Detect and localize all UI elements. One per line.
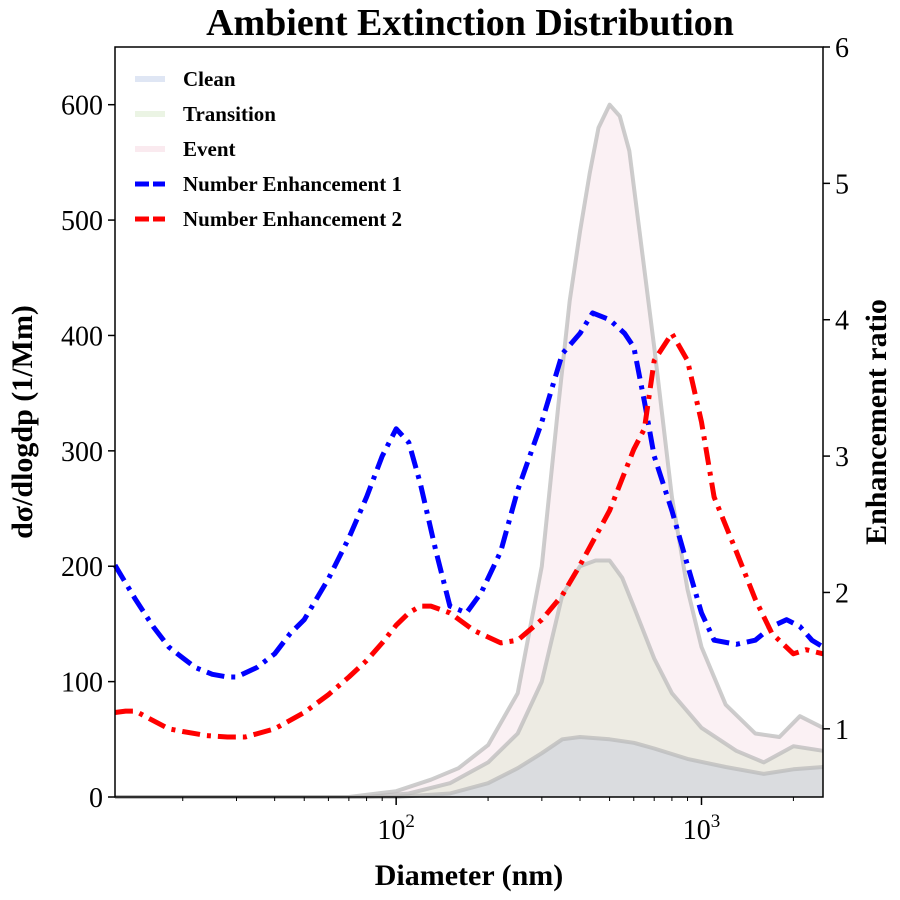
y2-tick-label: 4 [835, 306, 849, 337]
area-event [115, 104, 823, 797]
x-tick-label: 102 [377, 811, 415, 846]
legend-label-number-enhancement-2: Number Enhancement 2 [183, 207, 402, 231]
area-clean [115, 737, 823, 797]
ticks-layer: 0 100 200 300 400 500 600 1 2 3 4 5 6 102 103 [61, 33, 849, 846]
legend-label-clean: Clean [183, 67, 236, 91]
y-tick-label: 400 [61, 321, 103, 352]
line-number-enhancement-2 [114, 330, 824, 740]
x-axis-label: Diameter (nm) [375, 859, 564, 892]
area-transition [115, 560, 823, 797]
y2-tick-label: 5 [835, 169, 849, 200]
area-outline-transition [115, 558, 824, 799]
plot-frame [114, 46, 824, 798]
y-tick-label: 600 [61, 91, 103, 122]
area-outline-event [115, 102, 824, 799]
y-tick-label: 100 [61, 668, 103, 699]
line-number-enhancement-1 [112, 310, 825, 680]
y-axis-label: dσ/dlogdp (1/Mm) [6, 305, 39, 539]
area-outline-clean [115, 735, 824, 799]
legend-label-number-enhancement-1: Number Enhancement 1 [183, 172, 402, 196]
x-tick-label: 103 [683, 811, 721, 846]
y2-axis-label: Enhancement ratio [860, 299, 893, 545]
chart-title: Ambient Extinction Distribution [206, 2, 734, 44]
y-tick-label: 300 [61, 437, 103, 468]
y-tick-label: 500 [61, 206, 103, 237]
y2-tick-label: 3 [835, 442, 849, 473]
legend-label-event: Event [183, 137, 236, 161]
y2-tick-label: 2 [835, 578, 849, 609]
lines-layer [112, 310, 825, 740]
areas-layer [115, 102, 824, 799]
y2-tick-label: 6 [835, 33, 849, 64]
y-tick-label: 0 [89, 783, 103, 814]
legend: Clean Transition Event Number Enhancement 1… [135, 67, 402, 231]
y-tick-label: 200 [61, 552, 103, 583]
legend-label-transition: Transition [183, 102, 276, 126]
y2-tick-label: 1 [835, 715, 849, 746]
